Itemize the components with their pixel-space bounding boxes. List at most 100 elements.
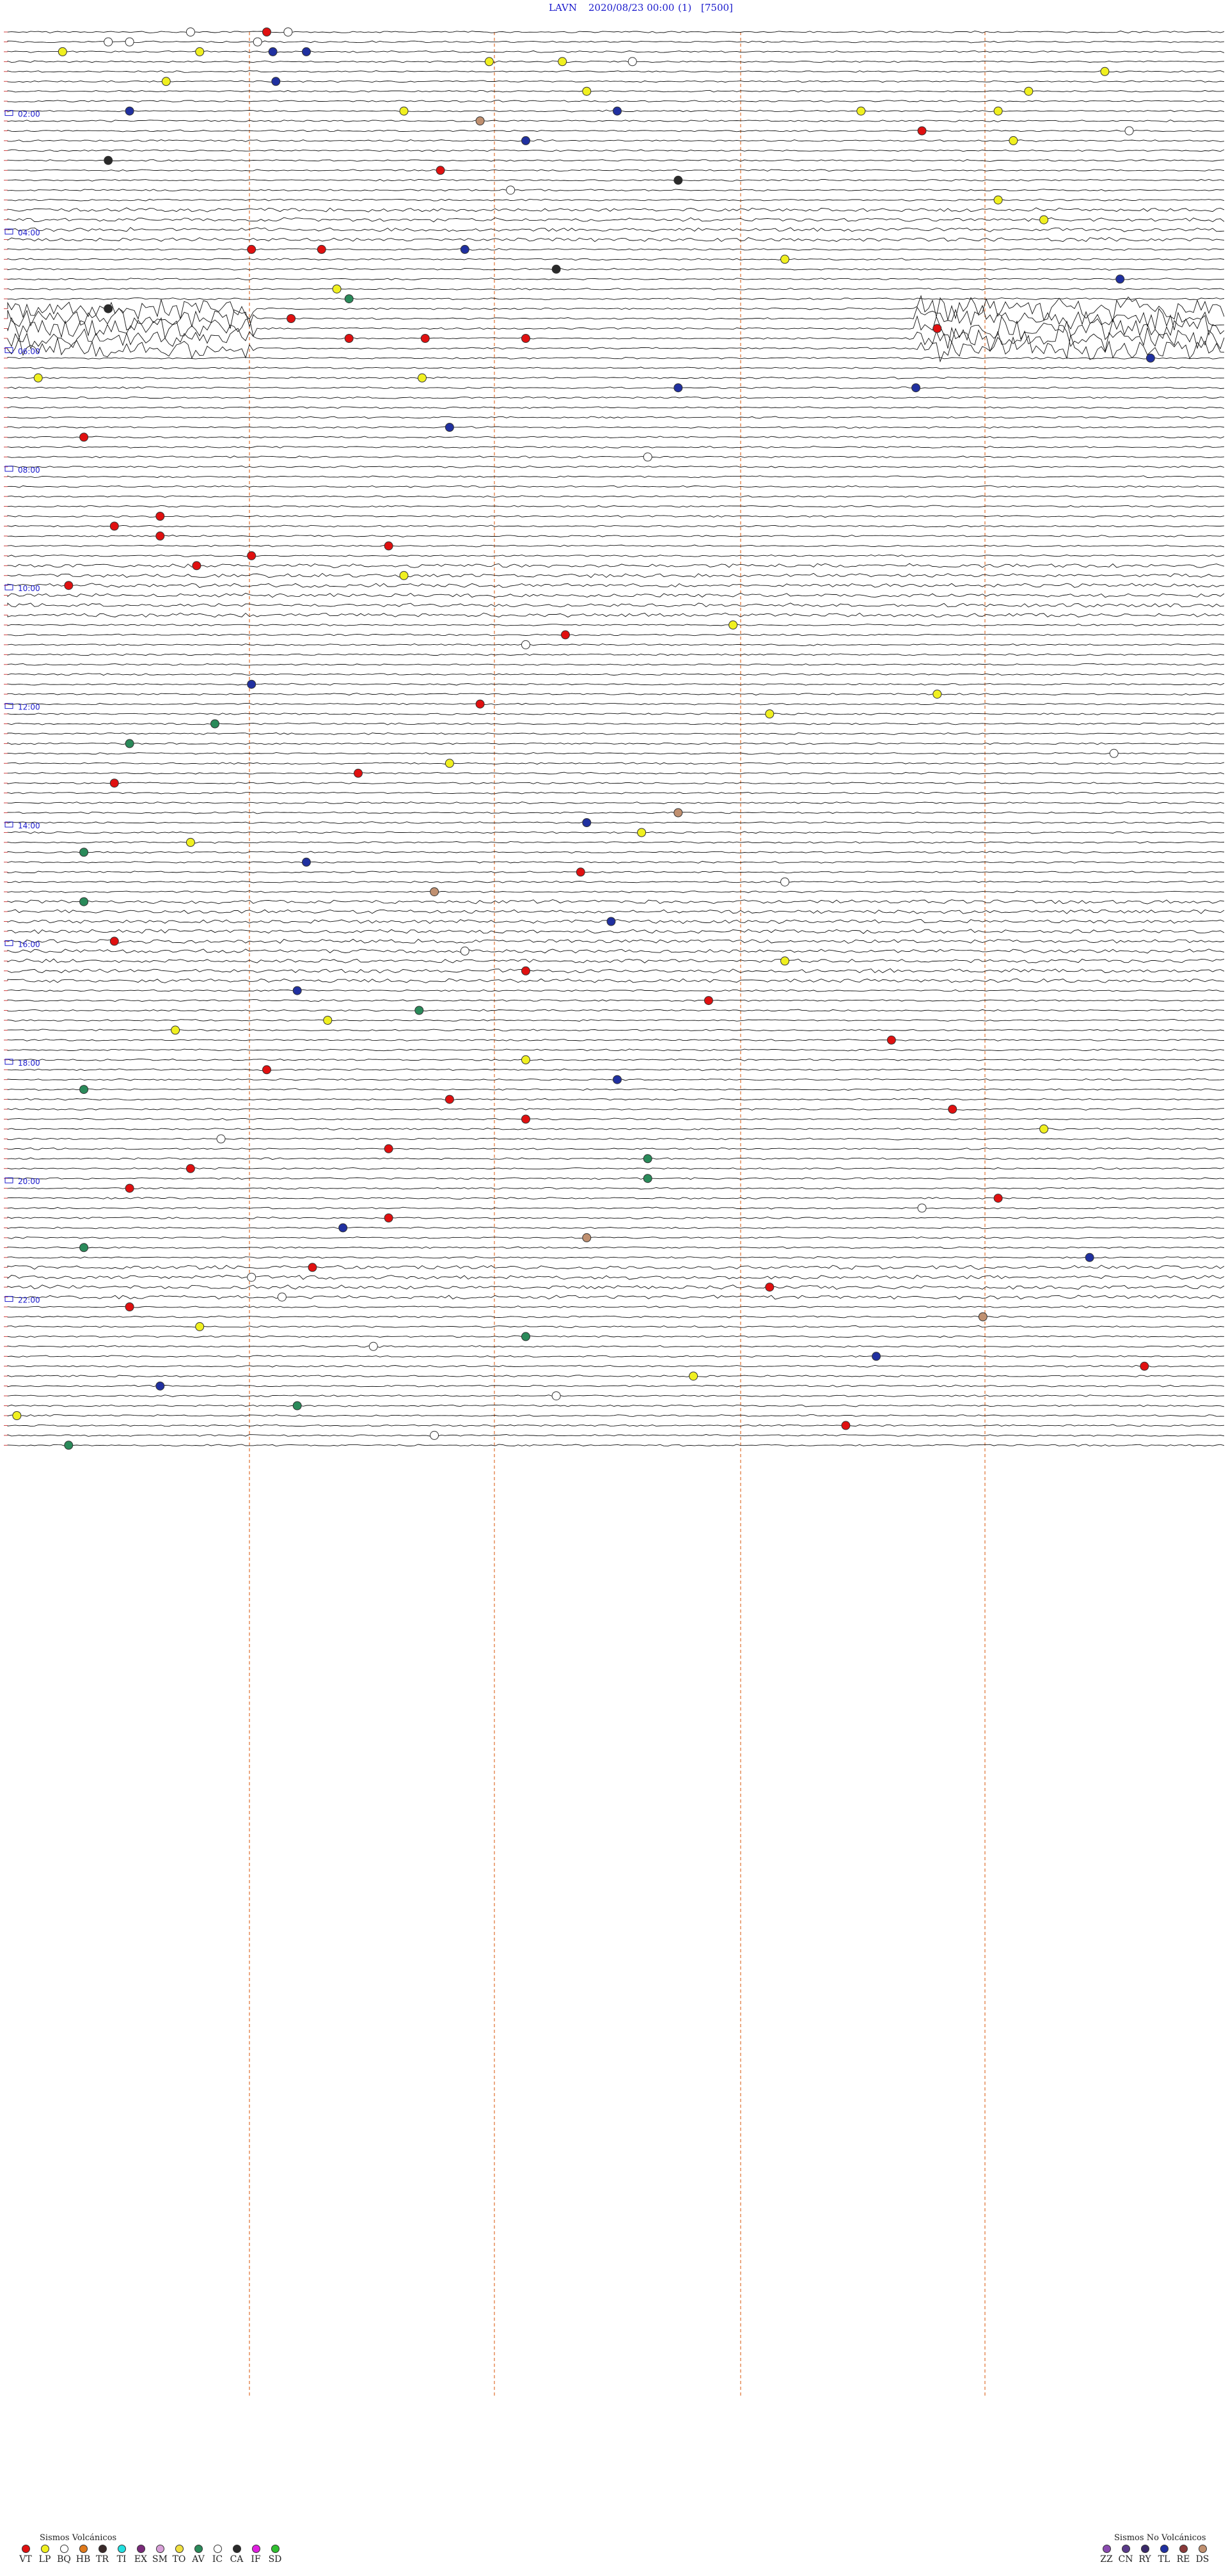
trace-line xyxy=(7,495,1225,498)
event-marker-ds xyxy=(475,116,485,125)
trace-line xyxy=(7,624,1225,626)
event-marker-ic xyxy=(627,57,637,67)
trace-line xyxy=(7,178,1225,182)
event-marker-tl xyxy=(911,383,920,393)
event-marker-lp xyxy=(58,47,67,56)
event-marker-lp xyxy=(171,1025,180,1035)
event-marker-tl xyxy=(338,1223,348,1233)
trace-line xyxy=(7,313,1225,344)
legend-swatch xyxy=(79,2545,88,2553)
legend-nonvolcanic-title: Sismos No Volcánicos xyxy=(1114,2533,1206,2543)
legend-swatch xyxy=(136,2545,145,2553)
trace-line xyxy=(7,465,1225,468)
legend-item-cn: CN xyxy=(1118,2545,1133,2564)
trace-line xyxy=(7,752,1225,755)
event-marker-ca xyxy=(104,155,113,165)
trace-line xyxy=(7,1424,1225,1427)
event-marker-lp xyxy=(1100,67,1110,76)
legend-item-sd: SD xyxy=(267,2545,283,2564)
event-marker-vt xyxy=(704,996,713,1006)
trace-line xyxy=(7,909,1225,914)
legend-item-zz: ZZ xyxy=(1099,2545,1114,2564)
trace-line xyxy=(7,1058,1225,1061)
event-marker-vt xyxy=(436,166,445,175)
event-marker-lp xyxy=(1039,215,1049,225)
event-marker-av xyxy=(292,1401,302,1410)
hour-label: 12:00 xyxy=(18,703,40,712)
legend-swatch xyxy=(1179,2545,1188,2553)
trace-line xyxy=(7,762,1225,765)
event-marker-vt xyxy=(79,432,89,442)
event-marker-vt xyxy=(109,936,119,946)
event-marker-ic xyxy=(283,28,293,36)
trace-line xyxy=(7,1306,1225,1308)
trace-line xyxy=(7,919,1225,924)
event-marker-ic xyxy=(125,37,134,47)
legend-code: VT xyxy=(19,2554,32,2564)
trace-line xyxy=(7,1177,1225,1180)
trace-line xyxy=(7,416,1225,419)
trace-line xyxy=(7,1265,1225,1270)
legend-code: BQ xyxy=(57,2554,71,2564)
hour-label: 08:00 xyxy=(18,466,40,475)
event-marker-vt xyxy=(841,1421,851,1430)
trace-line xyxy=(7,294,1225,322)
event-marker-tl xyxy=(155,1381,165,1391)
legend-swatch xyxy=(40,2545,49,2553)
trace-line xyxy=(7,989,1225,992)
trace-line xyxy=(7,1118,1225,1121)
legend-item-ry: RY xyxy=(1137,2545,1153,2564)
trace-line xyxy=(7,958,1225,963)
event-marker-vt xyxy=(384,1213,393,1222)
event-marker-lp xyxy=(185,837,195,847)
trace-line xyxy=(7,1295,1225,1300)
event-marker-ic xyxy=(460,946,469,956)
event-marker-vt xyxy=(287,314,296,323)
event-marker-lp xyxy=(12,1411,22,1420)
trace-line xyxy=(7,811,1225,814)
event-marker-ic xyxy=(216,1134,226,1144)
legend-item-to: TO xyxy=(171,2545,187,2564)
legend-swatch xyxy=(21,2545,30,2553)
event-marker-tl xyxy=(1115,274,1125,284)
legend-item-ds: DS xyxy=(1195,2545,1210,2564)
event-marker-vt xyxy=(155,531,165,541)
trace-line xyxy=(7,563,1225,569)
plot-header: LAVN 2020/08/23 00:00 (1) [7500] xyxy=(0,0,1228,17)
legend-code: IC xyxy=(212,2554,223,2564)
trace-line xyxy=(7,831,1225,834)
trace-line xyxy=(7,1009,1225,1012)
legend-item-vt: VT xyxy=(18,2545,33,2564)
event-marker-ic xyxy=(1109,748,1119,758)
trace-line xyxy=(7,248,1225,251)
trace-line xyxy=(7,713,1225,715)
trace-line xyxy=(7,1147,1225,1150)
legend-swatch xyxy=(1121,2545,1130,2553)
hour-label: 16:00 xyxy=(18,940,40,949)
event-marker-ca xyxy=(551,264,561,274)
trace-line xyxy=(7,1167,1225,1170)
hour-marker-box xyxy=(4,466,13,472)
event-marker-ca xyxy=(104,304,113,313)
trace-line xyxy=(7,693,1225,696)
event-marker-lp xyxy=(323,1016,333,1025)
legend-item-re: RE xyxy=(1176,2545,1191,2564)
trace-line xyxy=(7,821,1225,824)
legend-swatch xyxy=(271,2545,279,2553)
trace-line xyxy=(7,802,1225,804)
trace-line xyxy=(7,573,1225,578)
trace-line xyxy=(7,80,1225,83)
legend-swatch xyxy=(1160,2545,1169,2553)
legend-code: HB xyxy=(75,2554,91,2564)
trace-line xyxy=(7,1157,1225,1160)
legend-item-ex: EX xyxy=(133,2545,148,2564)
trace-line xyxy=(7,1284,1225,1290)
legend-swatch xyxy=(98,2545,107,2553)
trace-line xyxy=(7,40,1225,43)
trace-line xyxy=(7,1216,1225,1219)
event-marker-av xyxy=(79,1085,89,1094)
event-marker-vt xyxy=(576,867,585,877)
trace-line xyxy=(7,851,1225,854)
trace-line xyxy=(7,386,1225,390)
